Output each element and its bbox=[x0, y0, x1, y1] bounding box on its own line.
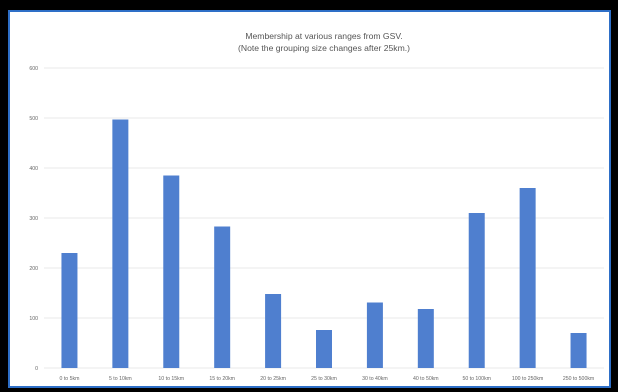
x-category-label: 10 to 15km bbox=[158, 376, 184, 382]
bar bbox=[316, 330, 332, 368]
x-axis-category-labels: 0 to 5km 5 to 10km 10 to 15km 15 to 20km 20 … bbox=[60, 376, 595, 382]
bar bbox=[570, 333, 587, 368]
y-tick-label: 500 bbox=[29, 116, 38, 122]
x-category-label: 100 to 250km bbox=[512, 376, 543, 382]
x-category-label: 15 to 20km bbox=[209, 376, 235, 382]
bar bbox=[112, 119, 129, 368]
gridlines bbox=[44, 67, 604, 369]
x-category-label: 30 to 40km bbox=[362, 376, 388, 382]
chart-title-line-2: (Note the grouping size changes after 25… bbox=[238, 43, 410, 53]
bar bbox=[468, 213, 485, 368]
y-tick-label: 200 bbox=[29, 266, 38, 272]
x-category-label: 20 to 25km bbox=[260, 376, 286, 382]
bar bbox=[366, 302, 383, 368]
bar bbox=[61, 253, 78, 368]
x-category-label: 0 to 5km bbox=[60, 376, 80, 382]
x-category-label: 25 to 30km bbox=[311, 376, 337, 382]
x-category-label: 50 to 100km bbox=[462, 376, 491, 382]
y-tick-label: 100 bbox=[29, 316, 38, 322]
x-category-label: 250 to 500km bbox=[563, 376, 594, 382]
y-tick-label: 600 bbox=[29, 66, 38, 72]
y-tick-label: 0 bbox=[35, 366, 38, 372]
y-tick-label: 300 bbox=[29, 216, 38, 222]
bar bbox=[214, 226, 231, 368]
y-axis-tick-labels: 0 100 200 300 400 500 600 bbox=[29, 66, 38, 372]
bar bbox=[163, 175, 180, 368]
y-tick-label: 400 bbox=[29, 166, 38, 172]
x-category-label: 40 to 50km bbox=[413, 376, 439, 382]
x-category-label: 5 to 10km bbox=[109, 376, 132, 382]
bar bbox=[265, 294, 282, 368]
bars bbox=[61, 119, 587, 368]
bar bbox=[417, 309, 434, 368]
chart-title-line-1: Membership at various ranges from GSV. bbox=[245, 31, 402, 41]
chart-frame bbox=[8, 10, 611, 388]
bar bbox=[519, 188, 536, 368]
